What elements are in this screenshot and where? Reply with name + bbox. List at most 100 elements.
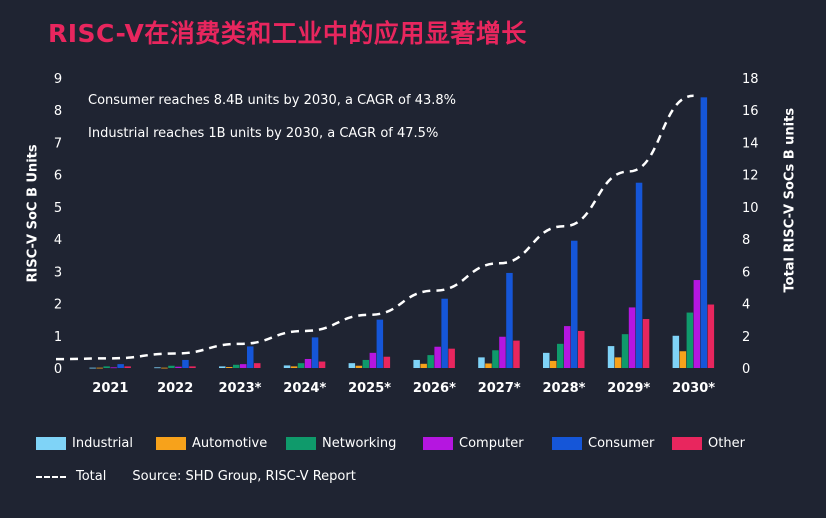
legend-total-label: Total xyxy=(76,469,107,484)
legend-label: Other xyxy=(708,436,745,451)
bar-networking xyxy=(103,366,110,368)
legend-item-networking: Networking xyxy=(286,436,396,451)
legend-label: Consumer xyxy=(588,436,655,451)
bar-other xyxy=(642,319,650,368)
x-tick-label: 2023* xyxy=(219,381,262,396)
legend-item-computer: Computer xyxy=(423,436,524,451)
bar-other xyxy=(318,361,326,368)
y-axis-label-right: Total RISC-V SoCs B units xyxy=(782,107,798,293)
chart-title: RISC-V在消费类和工业中的应用显著增长 xyxy=(48,19,527,48)
bar-computer xyxy=(175,366,182,368)
bar-networking xyxy=(492,350,499,368)
legend-total-swatch xyxy=(36,475,66,478)
bar-automotive xyxy=(290,366,298,368)
bar-computer xyxy=(110,367,117,369)
y-tick-label-left: 5 xyxy=(54,201,62,216)
bar-networking xyxy=(621,334,629,368)
legend-label: Networking xyxy=(322,436,397,451)
bar-computer xyxy=(304,358,312,368)
x-tick-label: 2026* xyxy=(413,381,456,396)
legend-swatch xyxy=(672,437,702,450)
y-tick-label-right: 4 xyxy=(742,298,750,313)
bar-other xyxy=(189,366,196,368)
legend-total-row: Total Source: SHD Group, RISC-V Report xyxy=(36,469,356,484)
bar-automotive xyxy=(355,365,363,368)
bar-industrial xyxy=(543,352,550,368)
bar-automotive xyxy=(96,367,103,369)
y-tick-label-left: 6 xyxy=(54,169,62,184)
y-tick-label-right: 8 xyxy=(742,233,750,248)
y-tick-label-left: 0 xyxy=(54,362,62,377)
industrial-annotation: Industrial reaches 1B units by 2030, a C… xyxy=(88,126,439,141)
y-tick-label-left: 8 xyxy=(54,104,62,119)
y-tick-label-right: 14 xyxy=(742,136,759,151)
y-tick-label-left: 2 xyxy=(54,298,62,313)
consumer-annotation: Consumer reaches 8.4B units by 2030, a C… xyxy=(88,93,457,108)
bar-computer xyxy=(499,336,506,368)
bar-industrial xyxy=(89,367,96,369)
bar-consumer xyxy=(700,97,708,368)
bar-networking xyxy=(362,359,370,368)
x-tick-label: 2024* xyxy=(283,381,326,396)
y-tick-label-left: 4 xyxy=(54,233,62,248)
legend-swatch xyxy=(286,437,316,450)
x-tick-label: 2028* xyxy=(543,381,586,396)
bar-consumer xyxy=(376,319,384,368)
bar-other xyxy=(578,330,585,368)
bar-other xyxy=(448,348,455,368)
legend-swatch xyxy=(156,437,186,450)
y-tick-label-right: 2 xyxy=(742,330,750,345)
bar-other xyxy=(513,340,520,368)
legend-label: Industrial xyxy=(72,436,133,451)
bar-other xyxy=(707,304,715,368)
bar-consumer xyxy=(441,298,448,368)
bar-networking xyxy=(557,343,564,368)
bar-industrial xyxy=(219,366,226,368)
bar-industrial xyxy=(413,359,420,368)
bar-consumer xyxy=(506,272,513,368)
bar-automotive xyxy=(679,351,687,368)
y-tick-label-right: 16 xyxy=(742,104,759,119)
bar-networking xyxy=(233,364,240,368)
total-line xyxy=(55,94,694,361)
x-tick-label: 2029* xyxy=(607,381,650,396)
bar-other xyxy=(383,356,391,368)
bar-industrial xyxy=(348,363,356,368)
y-tick-label-right: 0 xyxy=(742,362,750,377)
bar-computer xyxy=(240,364,247,368)
bar-automotive xyxy=(226,367,233,368)
bar-industrial xyxy=(672,335,680,368)
y-tick-label-left: 9 xyxy=(54,72,62,87)
y-tick-label-right: 10 xyxy=(742,201,759,216)
y-tick-label-right: 18 xyxy=(742,72,759,87)
bar-consumer xyxy=(571,240,578,368)
source-note: Source: SHD Group, RISC-V Report xyxy=(132,469,356,484)
bar-networking xyxy=(168,365,175,368)
bar-automotive xyxy=(550,360,557,368)
y-tick-label-right: 6 xyxy=(742,265,750,280)
bar-automotive xyxy=(420,363,427,368)
y-axis-label-left: RISC-V SoC B Units xyxy=(25,144,41,283)
chart-legend: Industrial Automotive Networking Compute… xyxy=(36,436,796,456)
bar-automotive xyxy=(161,367,168,369)
y-tick-label-right: 12 xyxy=(742,169,759,184)
legend-item-industrial: Industrial xyxy=(36,436,133,451)
x-tick-label: 2030* xyxy=(672,381,715,396)
bar-consumer xyxy=(117,364,124,368)
bar-consumer xyxy=(635,182,643,368)
y-tick-label-left: 7 xyxy=(54,136,62,151)
legend-label: Computer xyxy=(459,436,524,451)
legend-item-consumer: Consumer xyxy=(552,436,654,451)
x-tick-label: 2027* xyxy=(478,381,521,396)
bar-consumer xyxy=(182,359,189,368)
bar-automotive xyxy=(485,363,492,368)
bar-industrial xyxy=(478,357,485,368)
legend-item-automotive: Automotive xyxy=(156,436,267,451)
x-tick-label: 2022 xyxy=(157,381,193,396)
legend-item-other: Other xyxy=(672,436,745,451)
bar-consumer xyxy=(311,337,319,368)
bar-computer xyxy=(434,346,441,368)
bar-computer xyxy=(693,280,701,368)
